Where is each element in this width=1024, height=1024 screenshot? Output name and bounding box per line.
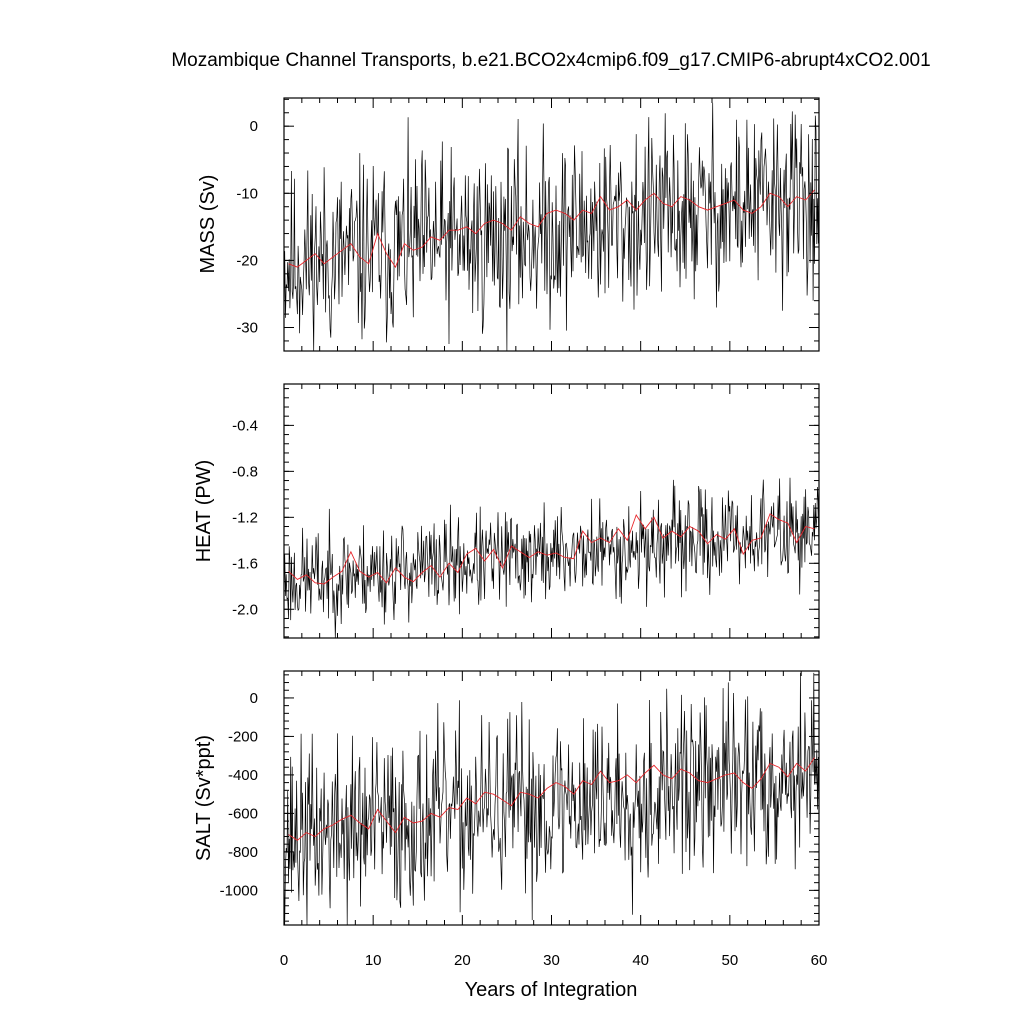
salt-ytick-label: 0: [250, 690, 258, 707]
x-tick-labels: 0 10 20 30 40 50 60: [280, 952, 828, 969]
salt-monthly-series: [283, 672, 820, 926]
x-tick-label: 20: [454, 952, 471, 969]
salt-ytick-label: -1000: [220, 882, 258, 899]
salt-annual-series: [288, 757, 815, 841]
heat-ticks: -0.4 -0.8 -1.2 -1.6 -2.0: [232, 384, 820, 638]
heat-ytick-label: -2.0: [232, 601, 258, 618]
salt-ytick-label: -800: [228, 844, 258, 861]
salt-panel: 0 -200 -400 -600 -800 -1000 SALT (Sv*ppt): [193, 670, 820, 926]
mass-ticks: 0 -10 -20 -30: [236, 98, 820, 351]
mass-ytick-label: 0: [250, 118, 258, 135]
salt-ytick-label: -200: [228, 728, 258, 745]
heat-monthly-series: [283, 477, 820, 639]
mass-ylabel: MASS (Sv): [197, 175, 219, 274]
salt-monthly-line: [283, 672, 820, 926]
salt-plot-frame: [283, 670, 820, 926]
heat-ytick-label: -0.4: [232, 417, 258, 434]
heat-annual-series: [288, 513, 815, 585]
x-tick-label: 0: [280, 952, 288, 969]
heat-monthly-line: [283, 477, 820, 639]
mass-monthly-series: [283, 102, 820, 352]
salt-annual-mean-line: [288, 757, 815, 841]
heat-annual-mean-line: [288, 513, 815, 585]
mass-panel: 0 -10 -20 -30 MASS (Sv): [197, 97, 820, 352]
x-tick-label: 30: [543, 952, 560, 969]
x-tick-label: 60: [811, 952, 828, 969]
heat-ylabel: HEAT (PW): [193, 460, 215, 563]
heat-plot-frame: [283, 383, 820, 639]
salt-ytick-label: -400: [228, 767, 258, 784]
salt-ylabel: SALT (Sv*ppt): [193, 735, 215, 861]
mass-annual-series: [288, 189, 815, 269]
heat-ytick-label: -1.6: [232, 555, 258, 572]
salt-ytick-label: -600: [228, 805, 258, 822]
heat-ytick-label: -1.2: [232, 509, 258, 526]
chart-title: Mozambique Channel Transports, b.e21.BCO…: [171, 50, 930, 71]
salt-ticks: 0 -200 -400 -600 -800 -1000: [220, 671, 820, 925]
x-tick-label: 50: [721, 952, 738, 969]
x-tick-label: 10: [365, 952, 382, 969]
mass-ytick-label: -10: [236, 185, 258, 202]
mass-ytick-label: -30: [236, 320, 258, 337]
mass-monthly-line: [283, 102, 820, 352]
x-tick-label: 40: [632, 952, 649, 969]
mass-plot-frame: [283, 97, 820, 352]
heat-ytick-label: -0.8: [232, 463, 258, 480]
heat-panel: -0.4 -0.8 -1.2 -1.6 -2.0 HEAT (PW): [193, 383, 820, 639]
mass-ytick-label: -20: [236, 252, 258, 269]
mass-annual-mean-line: [288, 189, 815, 269]
x-axis-title: Years of Integration: [465, 979, 638, 1001]
